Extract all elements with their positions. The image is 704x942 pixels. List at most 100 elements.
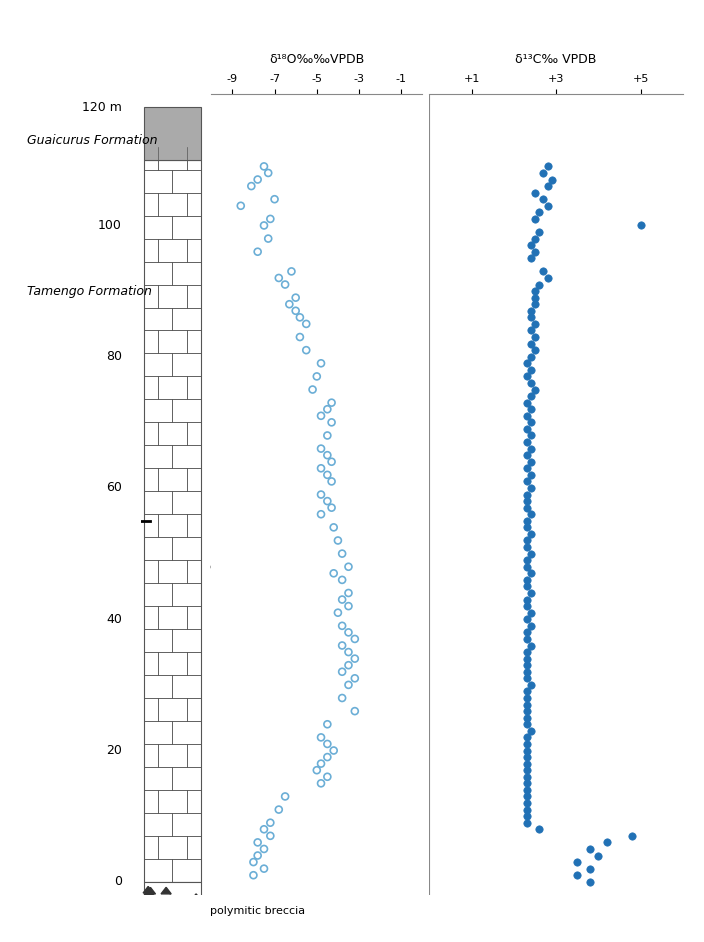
Point <box>263 231 274 246</box>
Point <box>534 277 545 292</box>
Polygon shape <box>143 886 153 893</box>
Point <box>525 507 536 522</box>
Point <box>538 191 549 206</box>
Point <box>529 244 541 259</box>
Polygon shape <box>191 894 201 901</box>
Point <box>258 159 270 174</box>
Point <box>252 172 263 187</box>
Point <box>525 349 536 365</box>
Point <box>521 611 532 626</box>
Point <box>290 290 301 305</box>
Point <box>521 579 532 594</box>
Point <box>521 783 532 798</box>
Point <box>521 553 532 568</box>
Point <box>584 861 596 876</box>
Point <box>546 172 558 187</box>
Polygon shape <box>155 901 165 907</box>
Point <box>521 710 532 725</box>
Text: 60: 60 <box>106 481 122 495</box>
Point <box>525 605 536 620</box>
Point <box>337 546 348 561</box>
Point <box>337 638 348 653</box>
Point <box>525 251 536 266</box>
Polygon shape <box>152 907 163 914</box>
Point <box>584 841 596 856</box>
Polygon shape <box>151 922 161 929</box>
Point <box>525 527 536 542</box>
Point <box>529 231 541 246</box>
Point <box>521 369 532 384</box>
Point <box>279 788 291 804</box>
Text: 40: 40 <box>106 612 122 625</box>
Point <box>322 770 333 785</box>
Point <box>326 395 337 410</box>
Point <box>521 788 532 804</box>
Point <box>529 186 541 201</box>
Point <box>337 690 348 706</box>
Point <box>572 854 583 869</box>
Point <box>525 677 536 692</box>
X-axis label: δ¹³C‰ VPDB: δ¹³C‰ VPDB <box>515 54 597 66</box>
Point <box>521 520 532 535</box>
Point <box>521 717 532 732</box>
Text: 100: 100 <box>98 219 122 232</box>
Polygon shape <box>145 891 155 898</box>
Point <box>521 513 532 528</box>
Point <box>521 487 532 502</box>
Point <box>521 500 532 515</box>
Point <box>525 376 536 391</box>
Point <box>265 211 276 226</box>
Point <box>525 414 536 430</box>
Point <box>542 270 553 285</box>
Point <box>542 198 553 213</box>
Point <box>343 598 354 613</box>
Point <box>525 336 536 351</box>
Point <box>273 802 284 817</box>
Point <box>525 480 536 495</box>
Point <box>252 835 263 850</box>
Polygon shape <box>173 923 183 930</box>
Point <box>521 651 532 666</box>
Point <box>265 815 276 830</box>
Point <box>521 658 532 673</box>
Point <box>315 756 327 771</box>
Point <box>311 763 322 778</box>
Point <box>273 270 284 285</box>
Text: 80: 80 <box>106 350 122 364</box>
Text: Tamengo Formation: Tamengo Formation <box>27 284 151 298</box>
Point <box>538 166 549 181</box>
Point <box>248 868 259 883</box>
Point <box>521 756 532 771</box>
Polygon shape <box>173 925 183 931</box>
Point <box>534 821 545 836</box>
Point <box>538 264 549 279</box>
Bar <box>144 882 201 934</box>
Point <box>529 211 541 226</box>
Point <box>521 730 532 745</box>
Point <box>525 428 536 443</box>
Point <box>349 631 360 646</box>
Point <box>521 644 532 659</box>
Point <box>521 737 532 752</box>
Point <box>322 717 333 732</box>
Polygon shape <box>172 899 182 905</box>
Point <box>635 218 646 233</box>
Point <box>265 828 276 843</box>
Text: 120 m: 120 m <box>82 101 122 114</box>
Point <box>332 605 344 620</box>
Polygon shape <box>172 929 182 935</box>
Point <box>349 651 360 666</box>
Point <box>252 848 263 863</box>
Point <box>279 277 291 292</box>
Point <box>301 343 312 358</box>
Point <box>529 297 541 312</box>
Point <box>349 671 360 686</box>
Point <box>322 494 333 509</box>
Point <box>311 369 322 384</box>
Text: Guaicurus Formation: Guaicurus Formation <box>27 134 157 147</box>
Point <box>521 408 532 423</box>
Point <box>263 166 274 181</box>
Point <box>343 586 354 601</box>
Point <box>326 414 337 430</box>
Point <box>521 434 532 449</box>
